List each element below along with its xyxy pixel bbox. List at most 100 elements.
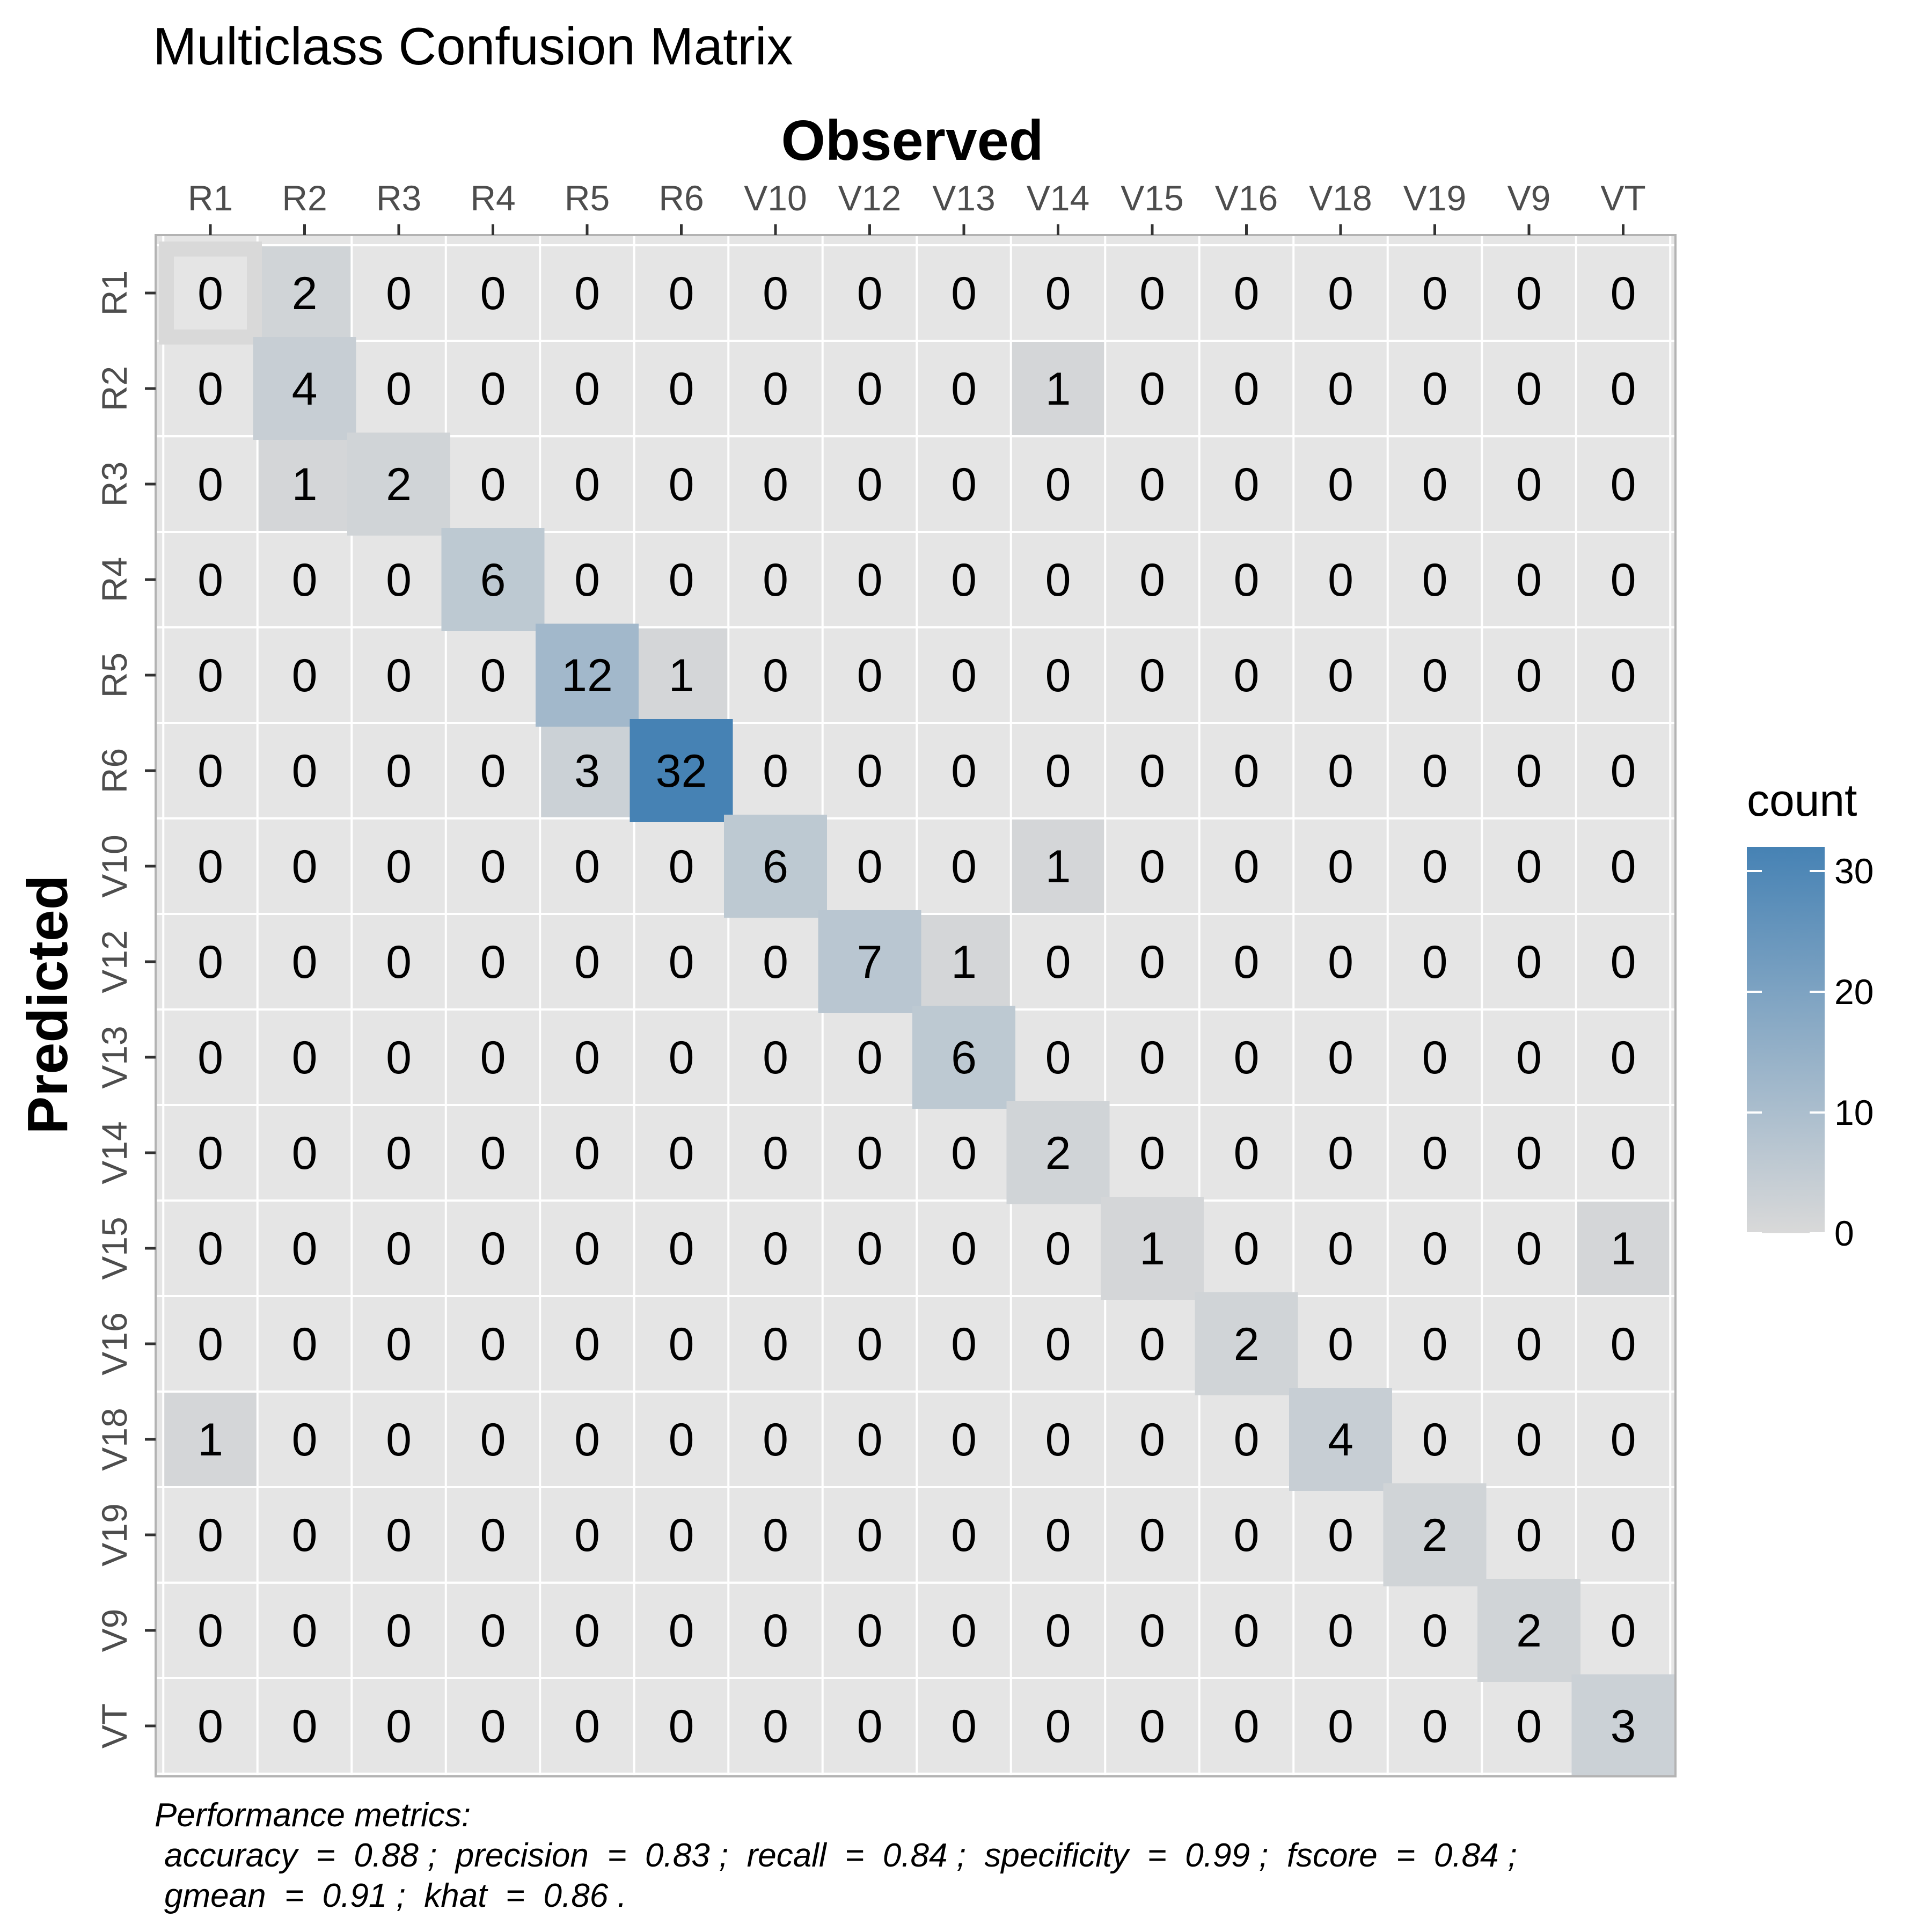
cell-value-label: 0 (386, 1701, 412, 1752)
cell-value-label: 0 (1234, 650, 1260, 701)
cell-value-label: 0 (386, 1223, 412, 1275)
cell-value-label: 0 (951, 1605, 977, 1657)
cell-value-label: 0 (1611, 554, 1636, 606)
cell-value-label: 0 (1422, 459, 1448, 510)
cell-value-label: 3 (574, 745, 600, 797)
cell-value-label: 0 (951, 1128, 977, 1179)
cell-labels: 0 2 0 0 0 0 0 0 0 0 0 0 0 0 0 0 0 4 0 0 0 0 0 0 0 1 0 0 0 0 0 0 0 1 2 0 0 0 0 0… (197, 268, 1636, 1752)
y-tick-label: V16 (94, 1312, 134, 1375)
cell-value-label: 0 (1516, 363, 1542, 415)
cell-value-label: 0 (1328, 268, 1353, 319)
x-tick-label: V9 (1507, 178, 1551, 218)
cell-value-label: 0 (197, 1605, 223, 1657)
cell-value-label: 0 (197, 363, 223, 415)
cell-value-label: 0 (1045, 936, 1071, 988)
diagonal-highlight-box (1477, 1579, 1580, 1682)
cell-value-label: 0 (763, 268, 788, 319)
cell-value-label: 0 (669, 363, 694, 415)
cell-value-label: 2 (1045, 1128, 1071, 1179)
heatmap-cell (541, 724, 633, 817)
cell-value-label: 0 (1516, 1510, 1542, 1561)
cell-value-label: 32 (656, 745, 707, 797)
cell-value-label: 0 (1611, 363, 1636, 415)
cell-value-label: 0 (1611, 1605, 1636, 1657)
cell-value-label: 0 (763, 936, 788, 988)
cell-value-label: 0 (386, 1510, 412, 1561)
legend-tick-label: 30 (1834, 851, 1874, 891)
cell-value-label: 0 (763, 1032, 788, 1084)
cell-value-label: 0 (480, 1701, 506, 1752)
cell-value-label: 0 (1611, 650, 1636, 701)
heatmap-cell (541, 628, 633, 722)
cell-value-label: 0 (197, 1223, 223, 1275)
cell-value-label: 6 (763, 841, 788, 892)
diagonal-highlight-box (818, 910, 921, 1013)
legend-colorbar (1747, 847, 1825, 1233)
x-tick-label: R5 (565, 178, 610, 218)
cell-value-label: 0 (1234, 1223, 1260, 1275)
cell-value-label: 0 (857, 841, 883, 892)
cell-value-label: 1 (292, 459, 318, 510)
cell-value-label: 0 (1611, 459, 1636, 510)
cell-value-label: 0 (292, 650, 318, 701)
cell-value-label: 0 (669, 1605, 694, 1657)
cell-value-label: 0 (1611, 268, 1636, 319)
legend: count 0 10 20 30 (1747, 775, 1874, 1253)
cell-value-label: 0 (480, 268, 506, 319)
cell-value-label: 0 (1422, 1128, 1448, 1179)
cell-value-label: 0 (857, 1319, 883, 1370)
x-tick-label: VT (1600, 178, 1645, 218)
cell-value-label: 0 (1139, 268, 1165, 319)
y-tick-label: R2 (94, 366, 134, 411)
cell-value-label: 0 (1516, 1319, 1542, 1370)
cell-value-label: 0 (480, 459, 506, 510)
cell-value-label: 4 (292, 363, 318, 415)
cell-value-label: 0 (1234, 1032, 1260, 1084)
cell-value-label: 1 (669, 650, 694, 701)
cell-value-label: 0 (574, 1510, 600, 1561)
y-tick-label: V18 (94, 1408, 134, 1470)
cell-value-label: 0 (574, 936, 600, 988)
caption-line-3: gmean = 0.91 ; khat = 0.86 . (164, 1877, 627, 1914)
y-tick-label: V9 (94, 1609, 134, 1652)
cell-value-label: 0 (1234, 1128, 1260, 1179)
cell-value-label: 0 (1328, 1605, 1353, 1657)
cell-value-label: 1 (1139, 1223, 1165, 1275)
cell-value-label: 0 (480, 1223, 506, 1275)
cell-value-label: 0 (574, 1701, 600, 1752)
cell-value-label: 0 (669, 459, 694, 510)
cell-value-label: 0 (669, 1223, 694, 1275)
cell-value-label: 0 (197, 1128, 223, 1179)
cell-value-label: 0 (763, 1605, 788, 1657)
cell-value-label: 0 (386, 1319, 412, 1370)
y-tick-label: VT (94, 1703, 134, 1748)
diagonal-highlight-box (630, 719, 733, 822)
cell-value-label: 0 (386, 650, 412, 701)
cell-value-label: 0 (669, 1319, 694, 1370)
y-tick-label: V14 (94, 1121, 134, 1184)
cell-value-label: 0 (1045, 745, 1071, 797)
cell-value-label: 0 (1611, 1032, 1636, 1084)
y-tick-label: R3 (94, 462, 134, 507)
cell-value-label: 0 (1516, 1128, 1542, 1179)
x-tick-label: V13 (932, 178, 995, 218)
cell-value-label: 4 (1328, 1414, 1353, 1466)
heatmap-cell (1012, 1106, 1104, 1199)
cell-value-label: 0 (292, 1510, 318, 1561)
x-tick-label: V18 (1309, 178, 1372, 218)
cell-value-label: 0 (1328, 363, 1353, 415)
cell-value-label: 0 (1139, 1319, 1165, 1370)
cell-value-label: 0 (1611, 1319, 1636, 1370)
cell-value-label: 0 (951, 268, 977, 319)
cell-value-label: 0 (292, 554, 318, 606)
cell-value-label: 0 (1328, 841, 1353, 892)
cell-value-label: 0 (292, 1032, 318, 1084)
cell-value-label: 2 (1516, 1605, 1542, 1657)
cell-value-label: 0 (292, 1319, 318, 1370)
heatmap-cell (918, 915, 1010, 1008)
cell-value-label: 0 (480, 1510, 506, 1561)
cell-value-label: 0 (480, 936, 506, 988)
cell-value-label: 0 (197, 1701, 223, 1752)
heatmap-cell (729, 819, 822, 913)
